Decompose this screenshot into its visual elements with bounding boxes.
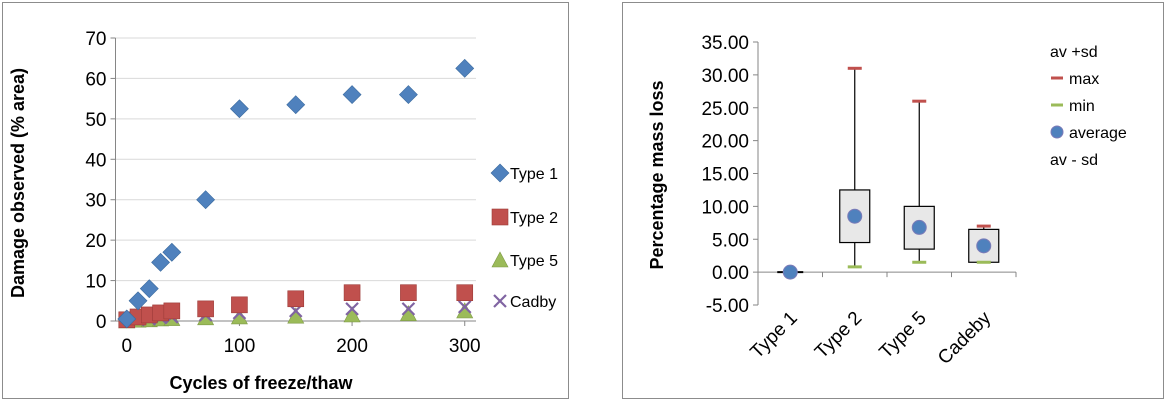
y-tick-label: 20.00 [701,132,749,153]
x-tick-label: 300 [449,336,481,357]
data-point-cadby [457,300,472,314]
legend-marker [491,251,509,268]
legend-label: Type 2 [510,210,558,227]
x-tick-label: 0 [121,336,132,357]
data-point-type-2 [197,300,214,318]
data-point-type-1 [128,291,148,311]
x-tick-label: 200 [336,336,368,357]
average-marker [911,219,927,235]
x-tick-label: Cadeby [934,307,996,369]
data-point-type-2 [231,296,248,314]
data-point-type-1 [196,190,216,210]
data-point-type-2 [163,302,181,320]
box-chart-panel: 35.00 30.00 25.00 20.00 15.00 10.00 5.00 0.00 -5… [622,2,1164,399]
y-tick-label: 50 [85,110,106,131]
x-tick-label: Type 2 [811,308,866,363]
x-tick-label: 100 [224,336,256,357]
data-point-cadby [345,302,359,316]
legend-label: Type 5 [510,253,558,270]
data-point-type-1 [342,85,362,105]
data-point-type-1 [117,309,137,329]
y-tick-label: 40 [85,150,106,171]
legend-label: Cadby [510,294,556,311]
data-point-type-1 [162,242,182,262]
data-point-type-5 [456,302,474,319]
data-point-type-2 [400,284,417,302]
y-tick-label: -5.00 [706,296,749,317]
data-point-type-2 [343,284,361,302]
y-tick-label: 10.00 [701,197,749,218]
data-point-type-5 [343,306,361,323]
legend-marker [1050,125,1064,139]
y-tick-label: 10 [85,272,106,293]
legend-label: min [1069,98,1095,115]
data-point-type-1 [229,99,249,119]
y-axis-title: Percentage mass loss [647,80,667,269]
box-chart: 35.00 30.00 25.00 20.00 15.00 10.00 5.00 0.00 -5… [647,33,1127,369]
y-tick-label: 5.00 [712,230,749,251]
legend-marker [491,208,509,226]
legend-label: average [1069,125,1127,142]
y-tick-label: 60 [85,69,106,90]
data-point-type-1 [455,58,475,78]
legend-marker [493,294,507,308]
y-tick-label: 35.00 [701,33,749,54]
legend-label: av - sd [1050,152,1098,169]
data-point-type-1 [286,95,306,115]
data-point-type-2 [287,290,305,308]
average-marker [782,264,798,280]
data-point-type-2 [456,284,474,302]
y-tick-label: 0 [96,312,107,333]
data-point-cadby [401,302,416,316]
legend-label: Type 1 [510,166,558,183]
y-tick-label: 70 [85,29,106,50]
legend-label: av +sd [1050,44,1098,61]
scatter-chart-panel: 0 10 20 30 40 50 60 70 0 100 200 300 Type 1 Type 2 Ty… [2,2,569,399]
y-tick-label: 15.00 [701,165,749,186]
x-tick-label: Type 5 [876,308,931,363]
y-tick-label: 30 [85,191,106,212]
average-marker [976,238,992,254]
data-point-type-1 [398,85,418,105]
y-tick-label: 25.00 [701,99,749,120]
data-point-type-1 [151,252,170,272]
data-point-type-1 [139,279,159,299]
legend-marker [490,163,510,183]
x-axis-title: Cycles of freeze/thaw [169,373,353,393]
scatter-chart: 0 10 20 30 40 50 60 70 0 100 200 300 Type 1 Type 2 Ty… [8,29,558,393]
x-tick-label: Type 1 [747,308,802,363]
y-tick-label: 30.00 [701,66,749,87]
average-marker [847,208,863,224]
legend-label: max [1069,71,1099,88]
y-tick-label: 0.00 [712,263,749,284]
y-tick-label: 20 [85,231,106,252]
y-axis-title: Damage observed (% area) [8,68,28,298]
data-point-type-5 [197,309,215,326]
